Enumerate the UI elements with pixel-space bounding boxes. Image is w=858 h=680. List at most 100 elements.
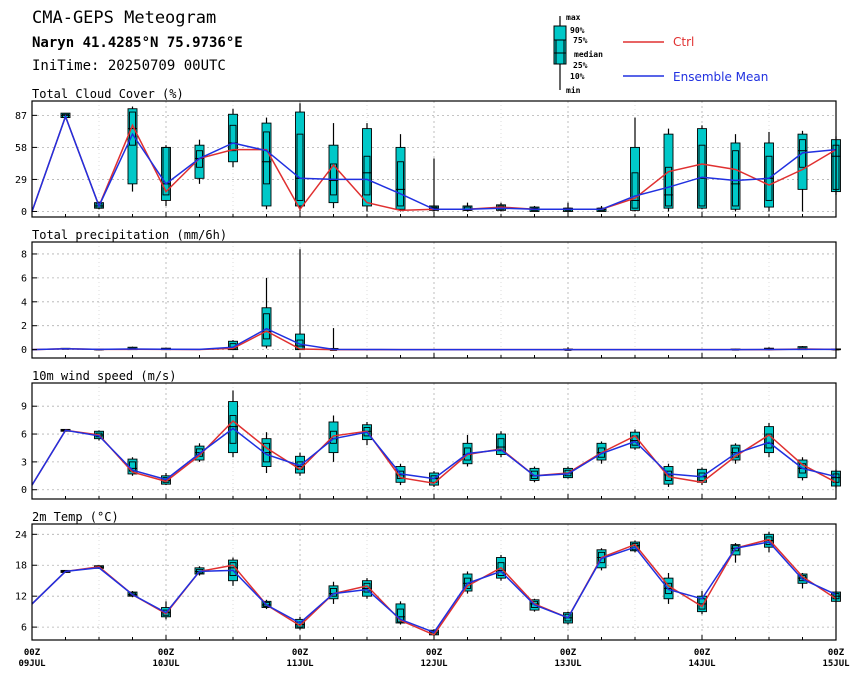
y-tick-label: 3 <box>21 457 27 468</box>
legend-median: median <box>574 49 603 59</box>
box-p10-p90 <box>697 128 707 209</box>
y-tick-label: 8 <box>21 249 27 260</box>
y-tick-label: 4 <box>21 297 27 308</box>
legend-mean-label: Ensemble Mean <box>673 70 768 84</box>
box-p10-p90 <box>730 142 741 210</box>
box-p25-p75 <box>263 131 270 185</box>
box-p10-p90 <box>261 307 272 347</box>
y-tick-label: 24 <box>15 530 27 541</box>
ensemble-box <box>630 117 640 212</box>
legend-p25: 25% <box>573 61 588 70</box>
box-p10-p90 <box>529 467 540 481</box>
box-p25-p75 <box>397 608 404 623</box>
ensemble-box <box>362 421 372 446</box>
x-tick-label-date: 11JUL <box>286 659 314 669</box>
x-tick-label-date: 15JUL <box>822 659 850 669</box>
y-tick-label: 9 <box>21 402 27 413</box>
box-p25-p75 <box>363 155 371 196</box>
box-legend-upper <box>553 25 567 41</box>
ensemble-box <box>764 422 774 458</box>
ensemble-mean-line <box>31 114 837 212</box>
legend-p90: 90% <box>570 26 585 35</box>
panel-title: 2m Temp (°C) <box>32 510 119 524</box>
y-tick-label: 0 <box>21 485 27 496</box>
ensemble-box <box>161 145 171 206</box>
box-p25-p75 <box>229 124 237 152</box>
x-tick-label-date: 10JUL <box>152 659 180 669</box>
y-tick-label: 29 <box>15 175 27 186</box>
box-p10-p90 <box>496 433 506 455</box>
x-tick-label-date: 14JUL <box>688 659 716 669</box>
box-p25-p75 <box>263 313 270 340</box>
legend-max: max <box>566 13 581 22</box>
box-p25-p75 <box>397 161 404 207</box>
ensemble-mean-line <box>31 427 837 486</box>
box-p10-p90 <box>797 133 808 190</box>
x-tick-label-date: 12JUL <box>420 659 448 669</box>
legend-p75: 75% <box>573 36 588 45</box>
ensemble-box <box>764 131 774 212</box>
box-p25-p75 <box>665 470 672 481</box>
ensemble-box <box>261 117 272 210</box>
box-p25-p75 <box>296 133 304 201</box>
y-tick-label: 6 <box>21 273 27 284</box>
ensemble-box <box>295 103 305 212</box>
ctrl-series-line <box>31 419 837 486</box>
box-p25-p75 <box>330 430 337 444</box>
panel-4: 2m Temp (°C) 6 12 18 24 <box>15 510 841 641</box>
panel-3: 10m wind speed (m/s) 0 3 6 9 <box>21 369 841 500</box>
ensemble-box <box>663 128 674 212</box>
x-tick-label-date: 13JUL <box>554 659 582 669</box>
ensemble-box <box>228 108 238 168</box>
ensemble-box <box>362 123 372 212</box>
box-p10-p90 <box>362 128 372 207</box>
ensemble-mean-line <box>31 327 836 351</box>
location-label: Naryn 41.4285°N 75.9736°E <box>32 35 243 51</box>
x-tick-label-time: 00Z <box>292 648 309 658</box>
ensemble-box <box>462 202 473 212</box>
box-p25-p75 <box>363 582 371 593</box>
box-legend-glyph <box>553 16 567 90</box>
box-p25-p75 <box>263 601 270 607</box>
y-tick-label: 6 <box>21 623 27 634</box>
box-p25-p75 <box>162 146 170 196</box>
y-tick-label: 0 <box>21 345 27 356</box>
ensemble-box <box>295 249 305 351</box>
ensemble-box <box>730 134 741 212</box>
box-p10-p90 <box>295 111 305 207</box>
y-tick-label: 58 <box>15 143 27 154</box>
box-p25-p75 <box>631 172 639 209</box>
ensemble-box <box>228 557 238 586</box>
ensemble-box <box>228 390 238 458</box>
ensemble-box <box>797 130 808 212</box>
x-tick-label-time: 00Z <box>426 648 443 658</box>
box-p10-p90 <box>228 113 238 163</box>
panel-title: 10m wind speed (m/s) <box>32 369 177 383</box>
box-p10-p90 <box>730 544 741 556</box>
y-tick-label: 87 <box>15 111 27 122</box>
box-p10-p90 <box>261 122 272 207</box>
y-tick-label: 6 <box>21 430 27 441</box>
y-tick-label: 2 <box>21 321 27 332</box>
panel-title: Total precipitation (mm/6h) <box>32 228 227 242</box>
legend-p10: 10% <box>570 72 585 81</box>
panel-1: Total Cloud Cover (%) 0 29 58 87 <box>15 87 841 218</box>
y-tick-label: 12 <box>15 592 27 603</box>
box-p25-p75 <box>698 144 706 207</box>
ensemble-box <box>496 431 506 458</box>
ensemble-box <box>563 202 573 212</box>
ensemble-box <box>127 106 138 192</box>
y-tick-label: 18 <box>15 561 27 572</box>
box-p25-p75 <box>765 433 773 449</box>
x-axis: 00Z09JUL00Z10JUL00Z11JUL00Z12JUL00Z13JUL… <box>18 648 850 669</box>
box-p10-p90 <box>328 144 339 204</box>
ensemble-box <box>663 463 674 487</box>
box-p10-p90 <box>630 146 640 211</box>
x-tick-label-time: 00Z <box>694 648 711 658</box>
x-tick-label-time: 00Z <box>24 648 41 658</box>
box-p10-p90 <box>127 108 138 185</box>
init-time-label: IniTime: 20250709 00UTC <box>32 58 226 74</box>
ensemble-mean-line <box>31 541 837 634</box>
